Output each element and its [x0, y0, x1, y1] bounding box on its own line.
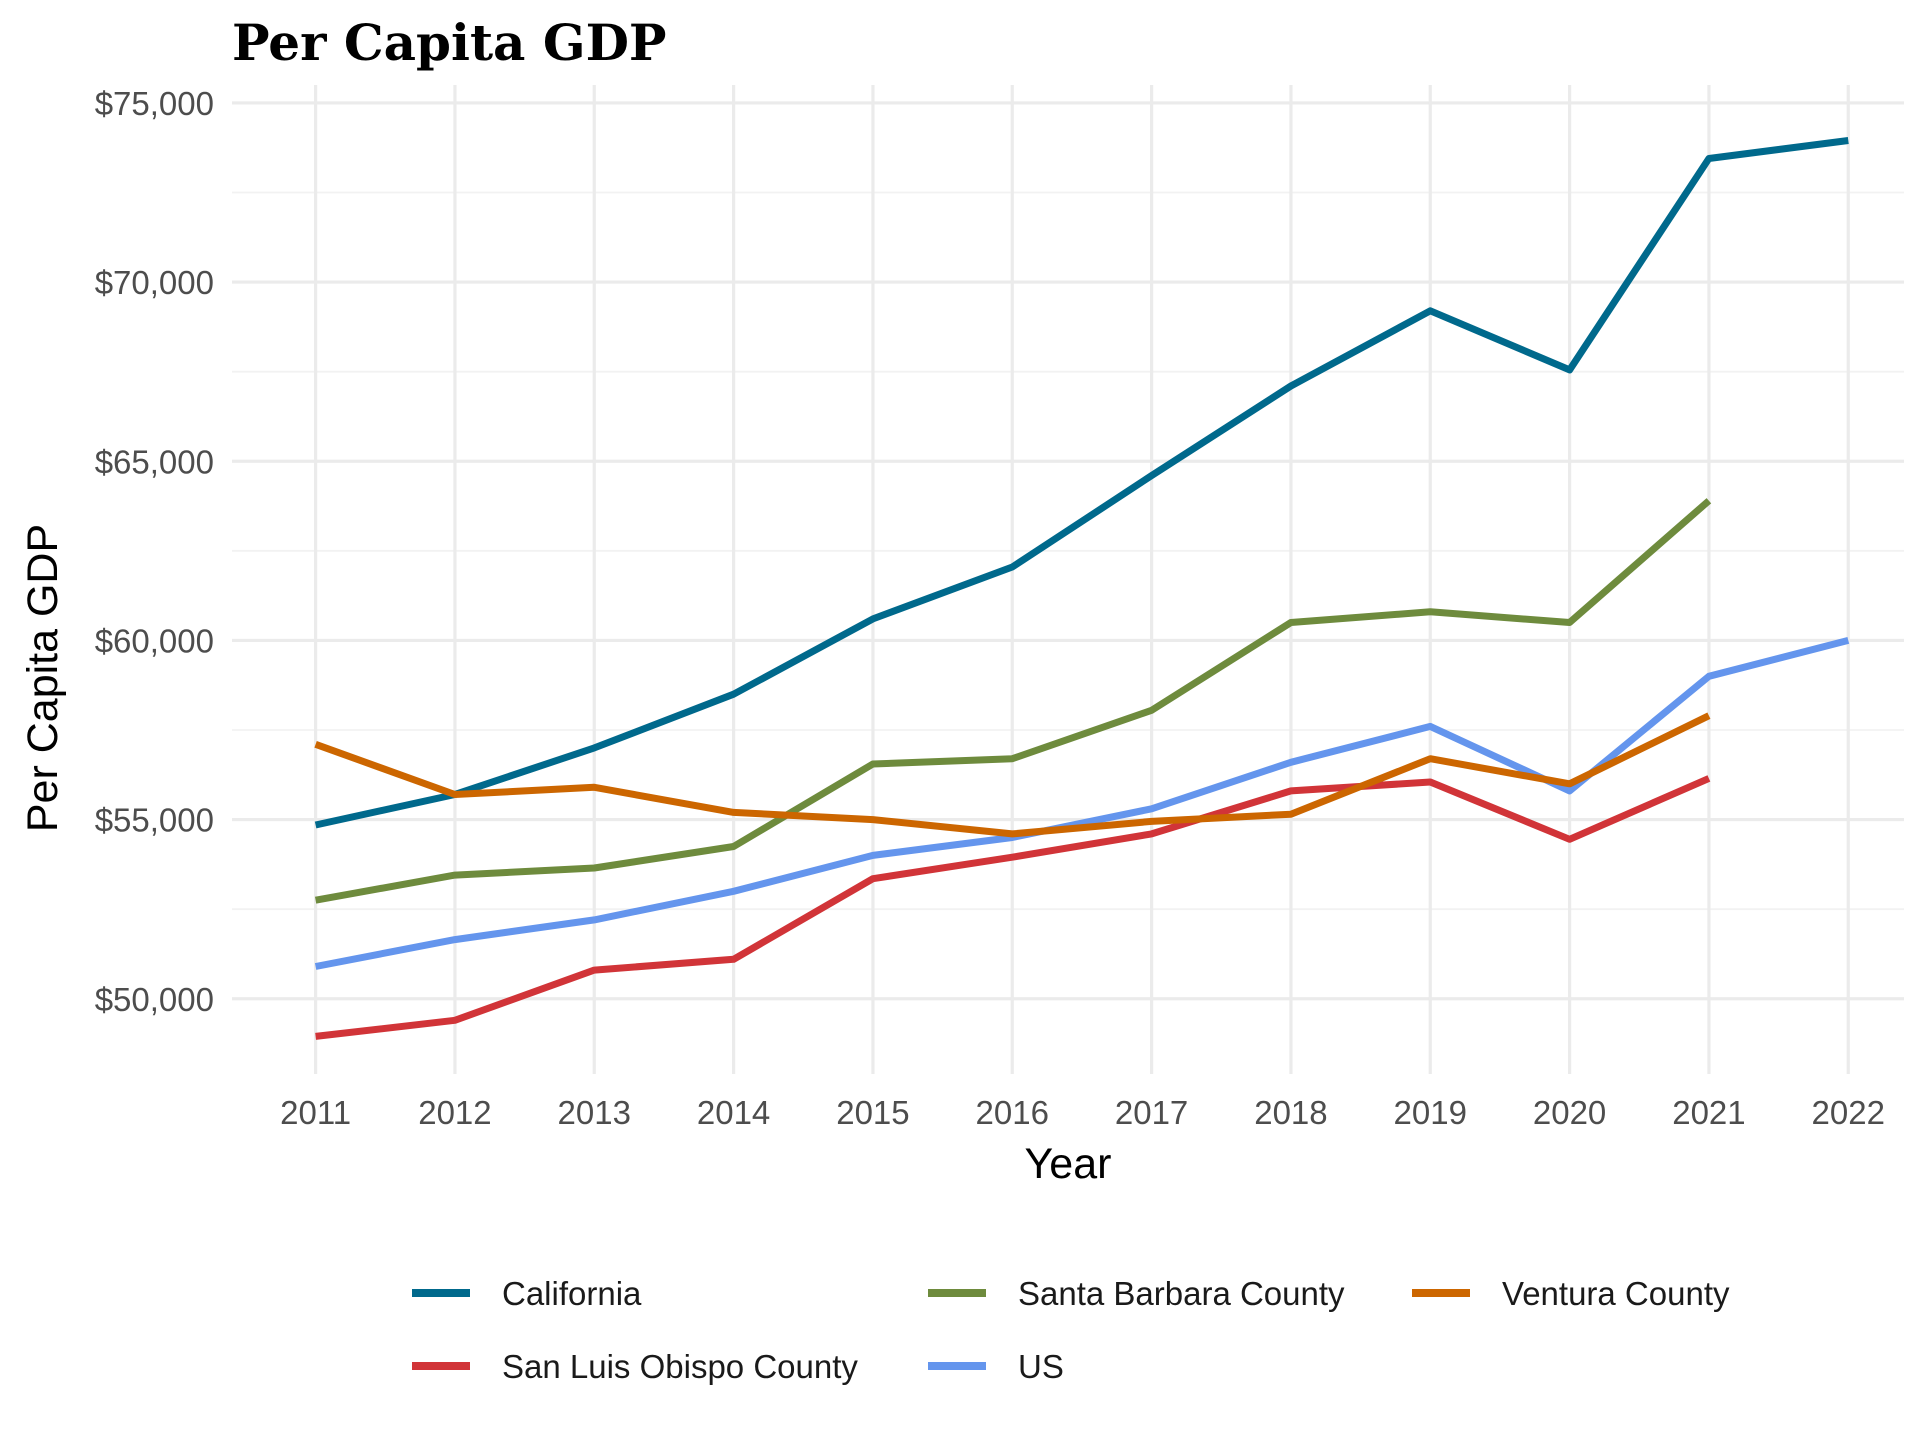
legend-label-california: California: [502, 1275, 642, 1312]
grid: [232, 85, 1904, 1074]
legend-label-santa-barbara-county: Santa Barbara County: [1018, 1275, 1345, 1312]
y-tick-label: $75,000: [95, 85, 214, 122]
x-axis: 2011 2012 2013 2014 2015 2016 2017 2018 2019 2020…: [280, 1094, 1885, 1131]
y-axis-title: Per Capita GDP: [19, 524, 67, 832]
y-tick-label: $65,000: [95, 443, 214, 480]
y-tick-label: $70,000: [95, 264, 214, 301]
x-axis-title: Year: [1025, 1140, 1112, 1188]
y-axis: $50,000 $55,000 $60,000 $65,000 $70,000 $75,0…: [95, 85, 214, 1018]
series-line-california: [314, 137, 1849, 829]
legend-label-us: US: [1018, 1348, 1064, 1385]
x-tick-label: 2011: [280, 1094, 351, 1131]
x-tick-label: 2012: [418, 1094, 491, 1131]
legend-label-ventura-county: Ventura County: [1502, 1275, 1730, 1312]
series-line-santa-barbara-county: [314, 498, 1712, 904]
legend: California Santa Barbara County Ventura Co…: [412, 1275, 1730, 1385]
y-tick-label: $55,000: [95, 802, 214, 839]
series-line-us: [314, 637, 1850, 970]
x-tick-label: 2019: [1394, 1094, 1467, 1131]
x-tick-label: 2018: [1254, 1094, 1327, 1131]
legend-label-san-luis-obispo-county: San Luis Obispo County: [502, 1348, 858, 1385]
x-tick-label: 2017: [1115, 1094, 1188, 1131]
series-line-san-luis-obispo-county: [315, 775, 1711, 1040]
y-tick-label: $60,000: [95, 622, 214, 659]
x-tick-label: 2022: [1812, 1094, 1885, 1131]
x-tick-label: 2015: [836, 1094, 909, 1131]
series-lines: [314, 137, 1850, 1040]
chart-title: Per Capita GDP: [232, 13, 667, 72]
x-tick-label: 2021: [1672, 1094, 1745, 1131]
x-tick-label: 2014: [697, 1094, 770, 1131]
x-tick-label: 2016: [976, 1094, 1049, 1131]
x-tick-label: 2013: [558, 1094, 631, 1131]
x-tick-label: 2020: [1533, 1094, 1606, 1131]
series-line-ventura-county: [314, 712, 1711, 838]
y-tick-label: $50,000: [95, 981, 214, 1018]
